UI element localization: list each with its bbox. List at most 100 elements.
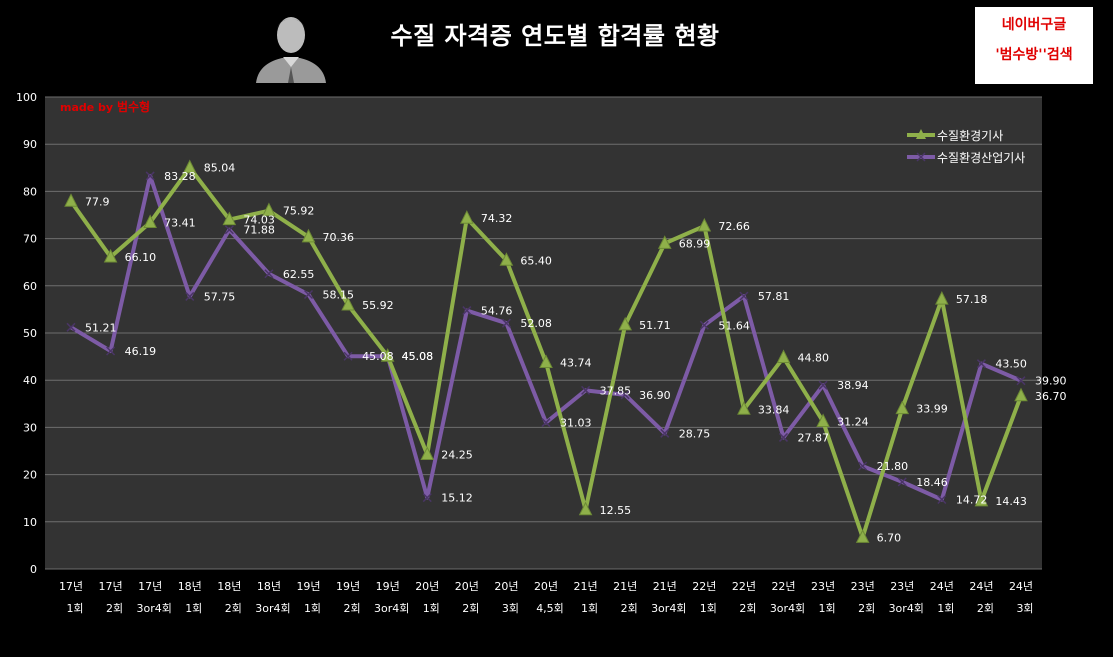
- x-tick-label-round: 2회: [858, 602, 875, 615]
- series2-point-stroke: [976, 359, 986, 369]
- x-tick-label-year: 23년: [851, 580, 875, 593]
- series2-point-stroke: [897, 477, 907, 487]
- series1-point: [143, 214, 157, 229]
- series2-point: [739, 291, 749, 301]
- series1-point: [1014, 387, 1028, 402]
- chart-title: 수질 자격증 연도별 합격률 현황: [390, 22, 720, 50]
- x-tick-label-round: 2회: [977, 602, 994, 615]
- series1-point: [697, 217, 712, 232]
- x-tick-label-round: 3or4회: [770, 602, 805, 615]
- y-tick-label: 90: [23, 138, 37, 151]
- legend-swatch-marker: [916, 152, 926, 162]
- series1-data-label: 45.08: [402, 350, 434, 363]
- series2-data-label: 57.75: [204, 290, 236, 303]
- series2-point: [264, 269, 274, 279]
- series2-point: [501, 318, 511, 328]
- series2-point-stroke: [501, 318, 511, 328]
- series1-point: [262, 202, 276, 217]
- y-tick-label: 70: [23, 233, 37, 246]
- series2-point-stroke: [660, 428, 670, 438]
- series2-point: [106, 346, 116, 356]
- series2-data-label: 57.81: [758, 290, 790, 303]
- series2-point-stroke: [620, 390, 630, 400]
- x-tick-label-year: 17년: [59, 580, 83, 593]
- series1-data-label: 43.74: [560, 357, 592, 370]
- data-labels: 77.9 66.10 73.41 85.04 74.03 75.92 70.36 55.92 4…: [85, 162, 1067, 545]
- series1-point: [895, 400, 910, 415]
- series2-data-label: 15.12: [441, 492, 473, 505]
- series1-point: [380, 348, 395, 362]
- series2-point: [976, 359, 986, 369]
- x-tick-label-year: 19년: [376, 580, 400, 593]
- x-tick-label-round: 3or4회: [651, 602, 686, 615]
- series1-point: [499, 252, 514, 266]
- x-tick-label-round: 1회: [423, 602, 440, 615]
- y-tick-label: 40: [23, 374, 37, 387]
- series1-data-label: 74.03: [243, 214, 274, 227]
- x-tick-label-year: 20년: [415, 580, 439, 593]
- made-by-label: made by 범수형: [60, 98, 150, 115]
- series2-point-stroke: [778, 432, 789, 442]
- series1-point: [222, 211, 237, 226]
- series2-point-stroke: [541, 418, 551, 428]
- series1-point: [816, 413, 830, 428]
- x-tick-label-year: 21년: [613, 580, 637, 593]
- series2-data-label: 21.80: [877, 460, 909, 473]
- series2-data-label: 45.08: [402, 350, 434, 363]
- series2-point: [620, 390, 630, 400]
- x-tick-label-year: 18년: [217, 580, 241, 593]
- series2-data-label: 45.08: [362, 350, 394, 363]
- series2-point: [422, 493, 432, 503]
- x-tick-label-round: 3회: [502, 602, 519, 615]
- series2-data-label: 37.85: [600, 384, 632, 397]
- x-tick-label-year: 22년: [692, 580, 716, 593]
- series2-point-stroke: [343, 351, 353, 361]
- series2-point-stroke: [66, 322, 76, 332]
- x-tick-label-round: 1회: [819, 602, 836, 615]
- series2-data-label: 52.08: [520, 317, 552, 330]
- y-tick-label: 10: [23, 516, 37, 529]
- y-tick-label: 30: [23, 421, 37, 434]
- search-note-box: 네이버구글 '범수방''검색: [975, 7, 1093, 84]
- x-tick-label-year: 17년: [138, 580, 162, 593]
- series2-point: [224, 225, 234, 235]
- series2-data-label: 54.76: [481, 305, 513, 318]
- series1-data-label: 85.04: [204, 162, 236, 175]
- x-tick-label-year: 24년: [930, 580, 954, 593]
- series1-data-label: 44.80: [798, 352, 830, 365]
- x-tick-label-round: 1회: [581, 602, 598, 615]
- series1-data-label: 72.66: [718, 220, 750, 233]
- series2-data-label: 46.19: [125, 345, 157, 358]
- series2-point-stroke: [106, 346, 116, 356]
- y-tick-label: 20: [23, 469, 37, 482]
- series2-point-stroke: [937, 494, 947, 505]
- x-tick-label-round: 2회: [462, 602, 479, 615]
- series1-point: [64, 193, 78, 207]
- series1-data-label: 14.43: [995, 495, 1027, 508]
- series2-data-label: 51.64: [718, 319, 750, 332]
- series2-point-stroke: [1016, 376, 1026, 386]
- legend-label: 수질환경산업기사: [937, 151, 1025, 165]
- x-tick-label-year: 23년: [890, 580, 914, 593]
- x-tick-label-round: 1회: [185, 602, 202, 615]
- series1-data-label: 12.55: [600, 504, 632, 517]
- series2-point-stroke: [185, 291, 195, 301]
- x-tick-label-year: 18년: [178, 580, 202, 593]
- series1-data-label: 57.18: [956, 293, 988, 306]
- series1-point: [539, 354, 553, 369]
- series2-point-stroke: [422, 493, 432, 503]
- series1-point: [103, 248, 118, 263]
- legend-label: 수질환경기사: [937, 129, 1003, 143]
- series1-data-label: 68.99: [679, 237, 711, 250]
- series2-point: [1016, 376, 1026, 386]
- series2-point-stroke: [303, 290, 314, 300]
- y-tick-label: 80: [23, 185, 37, 198]
- series2-point-stroke: [462, 306, 472, 316]
- x-tick-label-round: 1회: [304, 602, 321, 615]
- series2-point-stroke: [858, 461, 868, 471]
- series1-point: [420, 446, 435, 461]
- series2-point: [660, 428, 670, 438]
- series1-point: [974, 492, 989, 507]
- series2-data-label: 14.72: [956, 494, 988, 507]
- x-tick-label-round: 2회: [106, 602, 123, 615]
